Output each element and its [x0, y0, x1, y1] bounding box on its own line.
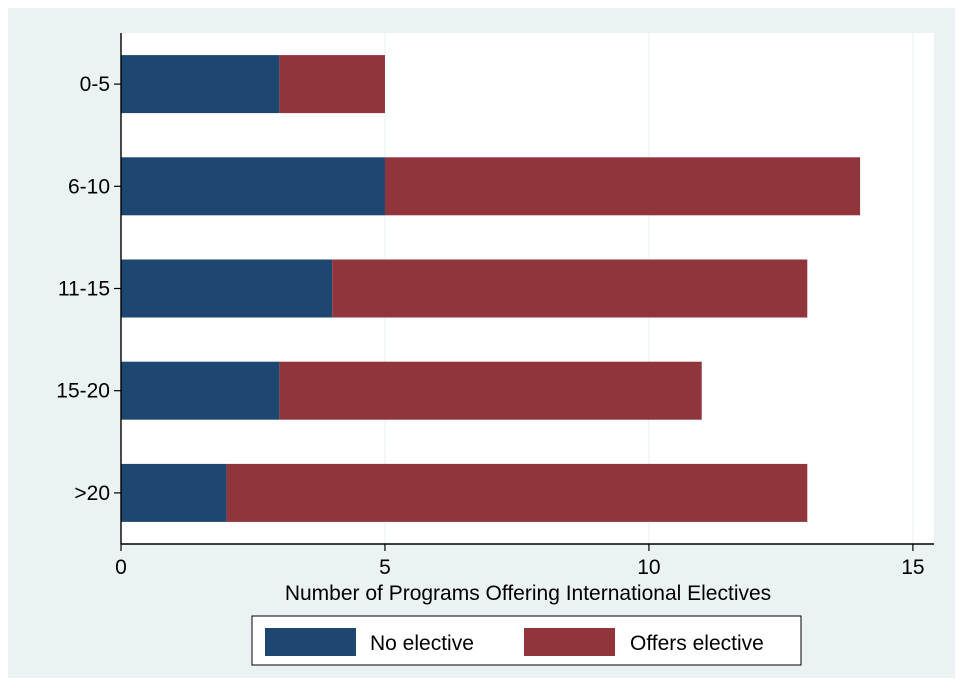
legend-swatch-no-elective	[265, 628, 356, 656]
bar-no-elective-0	[121, 55, 280, 114]
y-tick-label-0: 0-5	[80, 73, 110, 96]
x-axis-label: Number of Programs Offering Internationa…	[285, 582, 771, 605]
bar-offers-elective-3	[279, 361, 702, 420]
bar-no-elective-4	[121, 463, 227, 522]
bar-offers-elective-1	[384, 157, 861, 216]
x-tick-label-0: 0	[115, 556, 127, 579]
bar-no-elective-3	[121, 361, 280, 420]
legend-label-offers-elective: Offers elective	[630, 632, 764, 655]
legend-swatch-offers-elective	[524, 628, 615, 656]
x-tick-label-3: 15	[901, 556, 924, 579]
x-tick-label-2: 10	[637, 556, 660, 579]
y-tick-label-1: 6-10	[68, 175, 110, 198]
bar-offers-elective-0	[279, 55, 385, 114]
bars	[121, 55, 861, 522]
tick-labels: 0 5 10 15 0-5 6-10 11-15 15-20 >20	[56, 73, 924, 579]
legend-label-no-elective: No elective	[370, 632, 474, 655]
y-tick-label-3: 15-20	[56, 380, 110, 403]
bar-no-elective-1	[121, 157, 385, 216]
x-tick-label-1: 5	[379, 556, 391, 579]
y-tick-label-2: 11-15	[58, 278, 110, 301]
bar-no-elective-2	[121, 259, 333, 318]
bar-offers-elective-4	[226, 463, 808, 522]
bar-offers-elective-2	[332, 259, 808, 318]
y-tick-label-4: >20	[74, 482, 110, 505]
legend: No elective Offers elective	[251, 615, 802, 666]
